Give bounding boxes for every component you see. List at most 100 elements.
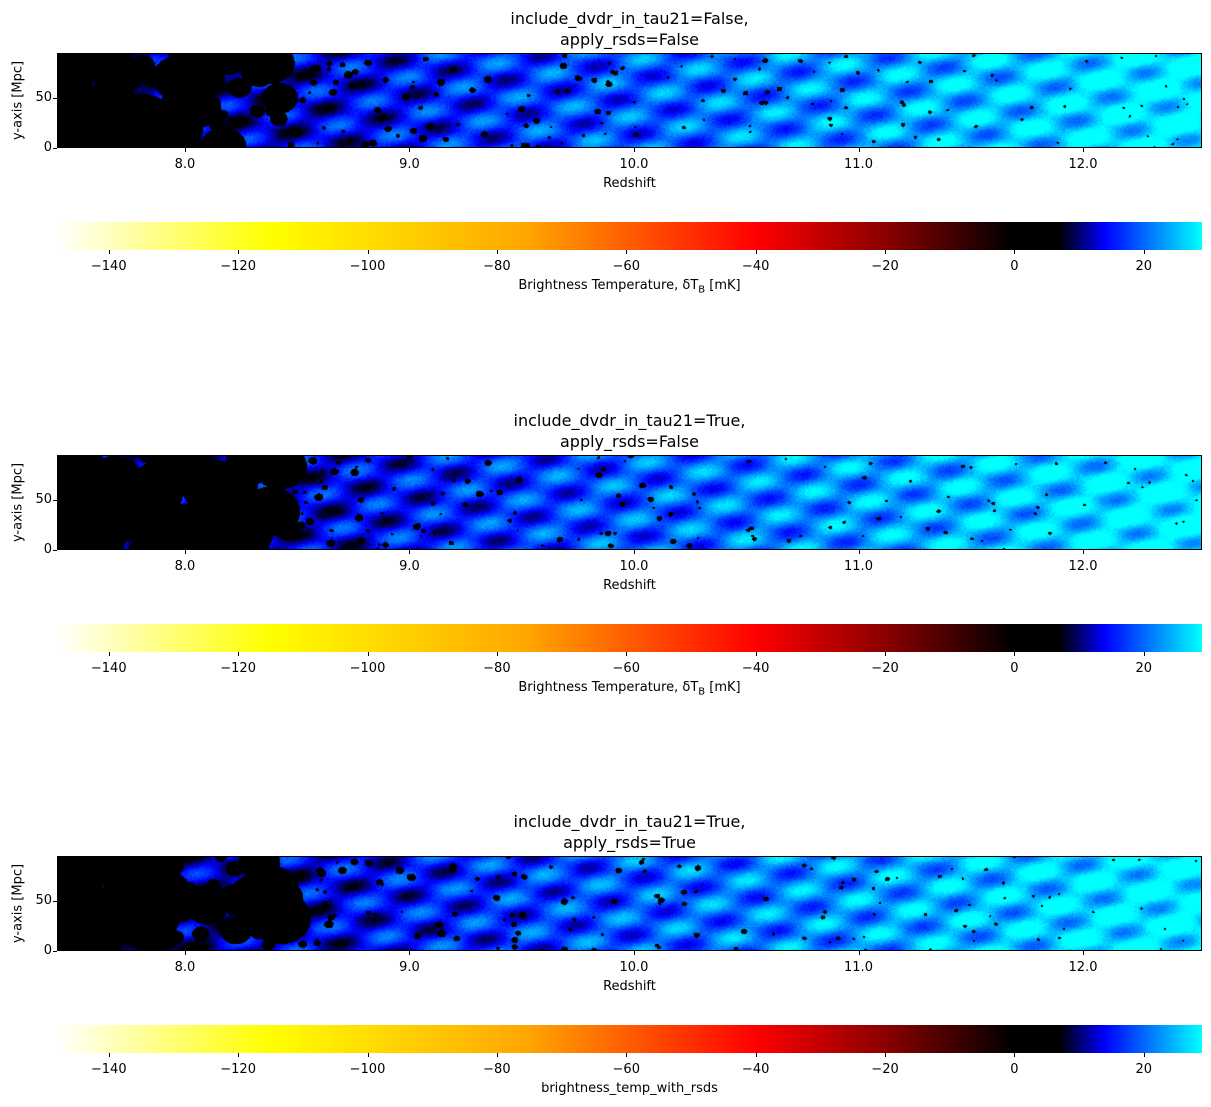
- x-axis-label: Redshift: [603, 176, 656, 191]
- x-tick-mark: [1083, 148, 1084, 152]
- colorbar-tick-mark: [238, 250, 240, 254]
- chart-title-line1: include_dvdr_in_tau21=True,: [513, 812, 746, 831]
- colorbar-tick-mark: [238, 1053, 240, 1057]
- x-axis-label: Redshift: [603, 979, 656, 994]
- x-tick-mark: [1083, 951, 1084, 955]
- colorbar-label-text: brightness_temp_with_rsds: [541, 1081, 718, 1096]
- colorbar-tick-label: −40: [741, 1062, 770, 1077]
- colorbar-label-unit: [mK]: [705, 278, 741, 293]
- colorbar-tick-label: −120: [220, 1062, 256, 1077]
- x-tick-label: 10.0: [619, 960, 649, 975]
- x-tick-mark: [1083, 550, 1084, 554]
- colorbar-tick-label: −20: [871, 1062, 899, 1077]
- x-tick-mark: [409, 951, 411, 955]
- colorbar-tick-label: 0: [1010, 1062, 1019, 1077]
- colorbar-tick-mark: [755, 652, 757, 656]
- y-tick-mark: [53, 550, 57, 551]
- colorbar-tick-label: 20: [1135, 661, 1153, 676]
- colorbar-tick-label: −20: [871, 661, 899, 676]
- colorbar-tick-mark: [755, 250, 757, 254]
- colorbar-tick-label: −100: [349, 259, 386, 274]
- colorbar-tick-label: −100: [349, 1062, 386, 1077]
- colorbar-tick-label: −80: [483, 661, 511, 676]
- y-tick-label: 0: [43, 140, 52, 155]
- colorbar-tick-label: −60: [612, 1062, 640, 1077]
- x-tick-label: 12.0: [1068, 559, 1098, 574]
- y-axis-label: y-axis [Mpc]: [10, 863, 26, 943]
- colorbar-tick-label: −140: [90, 1062, 127, 1077]
- colorbar-tick-label: −120: [220, 661, 256, 676]
- colorbar-label: Brightness Temperature, δTB [mK]: [57, 680, 1202, 698]
- x-tick-label: 10.0: [619, 559, 649, 574]
- x-tick-mark: [633, 951, 635, 955]
- chart-title-line2: apply_rsds=False: [559, 432, 699, 451]
- colorbar: [57, 1025, 1202, 1053]
- y-axis-label: y-axis [Mpc]: [10, 60, 26, 140]
- colorbar-label-text: Brightness Temperature, δT: [518, 278, 699, 293]
- colorbar-tick-mark: [626, 1053, 628, 1057]
- colorbar-tick-label: 0: [1010, 259, 1019, 274]
- y-tick-mark: [53, 951, 57, 952]
- y-tick-mark: [53, 901, 57, 902]
- y-tick-label: 50: [35, 492, 52, 507]
- colorbar-label: brightness_temp_with_rsds: [57, 1081, 1202, 1096]
- colorbar-tick-mark: [496, 250, 498, 254]
- colorbar-tick-label: −80: [483, 259, 511, 274]
- colorbar-label: Brightness Temperature, δTB [mK]: [57, 278, 1202, 296]
- colorbar-label-subscript: B: [698, 686, 706, 698]
- colorbar-tick-mark: [885, 1053, 887, 1057]
- x-tick-label: 11.0: [844, 157, 873, 172]
- colorbar-tick-label: 20: [1135, 259, 1153, 274]
- x-tick-mark: [409, 550, 411, 554]
- colorbar-tick-label: −60: [612, 259, 640, 274]
- colorbar-tick-mark: [367, 250, 369, 254]
- colorbar-tick-mark: [496, 652, 498, 656]
- colorbar-tick-mark: [108, 250, 110, 254]
- chart-title-line2: apply_rsds=True: [563, 833, 696, 852]
- x-tick-mark: [184, 951, 186, 955]
- colorbar-tick-label: −140: [90, 661, 127, 676]
- colorbar-tick-mark: [1143, 250, 1145, 254]
- y-tick-label: 0: [43, 542, 52, 557]
- x-tick-mark: [409, 148, 411, 152]
- x-tick-label: 9.0: [399, 157, 420, 172]
- x-tick-label: 8.0: [174, 157, 196, 172]
- colorbar-tick-label: −60: [612, 661, 640, 676]
- chart-title-line1: include_dvdr_in_tau21=True,: [513, 411, 746, 430]
- colorbar-tick-mark: [885, 652, 887, 656]
- x-tick-label: 8.0: [174, 960, 196, 975]
- colorbar-tick-label: −40: [741, 661, 770, 676]
- y-tick-label: 0: [43, 943, 52, 958]
- colorbar-label-subscript: B: [698, 284, 706, 296]
- x-tick-label: 9.0: [399, 559, 420, 574]
- colorbar-tick-mark: [1014, 1053, 1016, 1057]
- colorbar-tick-mark: [885, 250, 887, 254]
- colorbar-tick-mark: [108, 652, 110, 656]
- heatmap-image: [57, 455, 1202, 550]
- colorbar-tick-label: −100: [349, 661, 386, 676]
- y-tick-label: 50: [35, 90, 52, 105]
- colorbar-tick-label: −40: [741, 259, 770, 274]
- chart-title-line2: apply_rsds=False: [559, 30, 699, 49]
- x-tick-mark: [858, 951, 860, 955]
- y-tick-label: 50: [35, 893, 52, 908]
- y-tick-mark: [53, 500, 57, 501]
- heatmap-image: [57, 856, 1202, 951]
- x-tick-label: 11.0: [844, 960, 873, 975]
- colorbar: [57, 222, 1202, 250]
- x-tick-label: 9.0: [399, 960, 420, 975]
- colorbar-label-unit: [mK]: [705, 680, 741, 695]
- x-axis-label: Redshift: [603, 578, 656, 593]
- colorbar-tick-label: −140: [90, 259, 127, 274]
- colorbar-tick-label: 0: [1010, 661, 1019, 676]
- chart-title-line1: include_dvdr_in_tau21=False,: [510, 9, 749, 28]
- y-axis-label: y-axis [Mpc]: [10, 462, 26, 542]
- colorbar-tick-mark: [367, 1053, 369, 1057]
- x-tick-label: 12.0: [1068, 157, 1098, 172]
- x-tick-label: 8.0: [174, 559, 196, 574]
- colorbar-tick-label: −20: [871, 259, 899, 274]
- x-tick-mark: [633, 550, 635, 554]
- x-tick-label: 10.0: [619, 157, 649, 172]
- colorbar-tick-mark: [367, 652, 369, 656]
